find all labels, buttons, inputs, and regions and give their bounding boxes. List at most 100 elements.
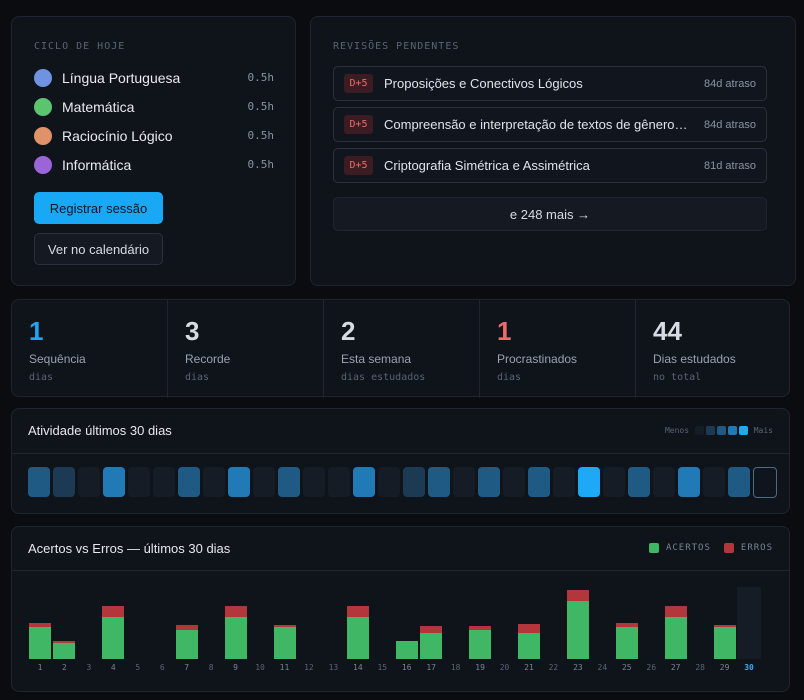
x-tick-label: 3 [86,663,92,672]
legend-acertos-label: ACERTOS [665,543,711,553]
x-tick-label: 12 [304,663,314,672]
revisao-item[interactable]: D+5 Proposições e Conectivos Lógicos 84d… [333,66,767,101]
activity-day-cell[interactable] [528,467,550,497]
activity-day-cell[interactable] [178,467,200,497]
bar-erros[interactable] [224,606,247,617]
activity-day-cell[interactable] [703,467,725,497]
activity-day-cell[interactable] [653,467,675,497]
activity-day-cell[interactable] [53,467,75,497]
bar-erros[interactable] [518,624,540,633]
activity-day-cell[interactable] [428,467,450,497]
legend-level-0 [694,426,704,435]
bar-erros[interactable] [29,623,51,628]
ciclo-item[interactable]: Matemática 0.5h [34,92,274,121]
x-tick-label: 24 [597,663,608,672]
stats-card: 1 Sequência dias 3 Recorde dias 2 Esta s… [11,299,790,398]
revisao-late: 84d atraso [704,77,756,90]
chart-legend: ACERTOS ERROS [648,543,773,553]
bar-erros[interactable] [420,626,443,633]
bar-acertos[interactable] [102,616,125,659]
bar-acertos[interactable] [395,640,418,659]
stat-sub: dias [185,372,210,383]
activity-day-cell[interactable] [203,467,225,497]
acertos-card: Acertos vs Erros — últimos 30 dias ACERT… [11,526,790,692]
legend-level-3 [727,426,737,435]
chart-divider [12,570,789,571]
ciclo-item-name: Língua Portuguesa [62,69,181,86]
bar-acertos[interactable] [175,629,198,659]
bar-erros[interactable] [273,625,296,628]
bar-acertos[interactable] [224,616,247,659]
bar-erros[interactable] [102,606,125,617]
bar-erros[interactable] [175,624,198,630]
activity-day-cell[interactable] [278,467,300,497]
bar-acertos[interactable] [664,616,687,659]
revisao-late: 84d atraso [704,118,756,131]
revisao-item[interactable]: D+5 Compreensão e interpretação de texto… [333,107,767,142]
activity-day-cell[interactable] [753,467,777,498]
bar-acertos[interactable] [713,627,736,659]
acertos-chart: 1 2 3 4 5 6 7 8 9 10 11 12 13 14 15 16 17 18 19 20 21 22 23 24 2… [12,571,791,691]
activity-day-cell[interactable] [253,467,275,497]
bar-erros[interactable] [615,623,638,628]
bar-acertos[interactable] [346,616,369,659]
legend-erros-label: ERROS [740,543,773,553]
x-tick-label: 6 [159,663,165,672]
x-tick-label: 21 [524,663,534,672]
stat-sub: no total [653,372,702,383]
activity-day-cell[interactable] [303,467,325,497]
atividade-legend: Menos Mais [665,426,773,435]
revisoes-card: REVISÕES PENDENTES D+5 Proposições e Con… [310,16,796,286]
more-revisoes-button[interactable]: e 248 mais → [333,197,767,231]
bar-erros[interactable] [469,625,492,630]
bar-erros[interactable] [566,590,589,601]
activity-day-cell[interactable] [478,467,500,497]
stat-value: 1 [497,316,512,346]
activity-day-cell[interactable] [128,467,150,497]
activity-day-cell[interactable] [603,467,625,497]
bar-acertos[interactable] [29,627,51,659]
activity-day-cell[interactable] [103,467,125,497]
activity-day-cell[interactable] [78,467,100,497]
activity-day-cell[interactable] [503,467,525,497]
activity-day-cell[interactable] [153,467,175,497]
bar-acertos[interactable] [273,627,296,659]
view-calendar-button[interactable]: Ver no calendário [34,233,163,265]
bar-acertos[interactable] [518,632,540,659]
activity-day-cell[interactable] [353,467,375,497]
register-session-button[interactable]: Registrar sessão [34,192,163,224]
activity-day-cell[interactable] [728,467,750,497]
bar-acertos[interactable] [53,643,76,659]
activity-day-cell[interactable] [403,467,425,497]
bar-erros[interactable] [53,641,76,644]
activity-day-cell[interactable] [228,467,250,497]
subject-color-dot [34,155,52,174]
stat-value: 1 [29,316,44,346]
bar-erros[interactable] [346,606,369,617]
stat-label: Esta semana [341,352,412,366]
x-tick-label: 22 [548,663,559,672]
activity-day-cell[interactable] [378,467,400,497]
activity-day-cell[interactable] [678,467,700,497]
activity-day-cell[interactable] [28,467,50,497]
ciclo-item[interactable]: Língua Portuguesa 0.5h [34,63,274,92]
bar-erros[interactable] [664,606,687,617]
x-tick-label: 25 [621,663,632,672]
activity-day-cell[interactable] [453,467,475,497]
x-tick-label: 9 [233,663,238,672]
ciclo-item[interactable]: Raciocínio Lógico 0.5h [34,121,274,150]
bar-acertos[interactable] [566,600,589,659]
activity-day-cell[interactable] [628,467,650,497]
legend-acertos-swatch [648,543,659,553]
legend-erros-swatch [723,543,734,553]
bar-acertos[interactable] [469,629,492,659]
activity-day-cell[interactable] [578,467,600,497]
ciclo-item[interactable]: Informática 0.5h [34,150,274,179]
activity-day-cell[interactable] [328,467,350,497]
bar-erros[interactable] [713,625,736,628]
bar-acertos[interactable] [615,627,638,659]
bar-acertos[interactable] [420,632,443,659]
revisao-title: Compreensão e interpretação de textos de… [384,117,695,132]
activity-day-cell[interactable] [553,467,575,497]
revisao-item[interactable]: D+5 Criptografia Simétrica e Assimétrica… [333,148,767,183]
